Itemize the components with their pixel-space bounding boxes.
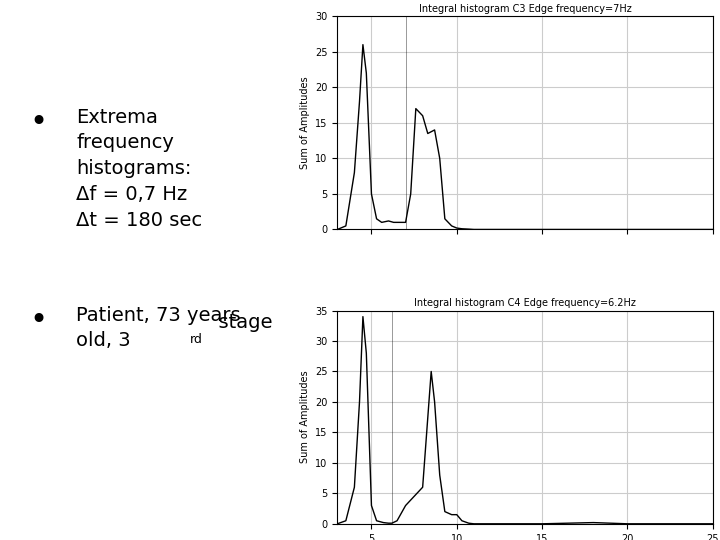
Y-axis label: Sum of Amplitudes: Sum of Amplitudes [300,371,310,463]
Title: Integral histogram C3 Edge frequency=7Hz: Integral histogram C3 Edge frequency=7Hz [419,4,631,14]
Y-axis label: Sum of Amplitudes: Sum of Amplitudes [300,77,310,169]
Text: Patient, 73 years
old, 3: Patient, 73 years old, 3 [76,306,240,350]
Text: stage: stage [206,313,272,332]
Text: rd: rd [190,333,203,346]
Text: •: • [29,107,48,137]
Text: Extrema
frequency
histograms:
Δf = 0,7 Hz
Δt = 180 sec: Extrema frequency histograms: Δf = 0,7 H… [76,107,202,230]
Title: Integral histogram C4 Edge frequency=6.2Hz: Integral histogram C4 Edge frequency=6.2… [414,299,636,308]
Text: •: • [29,306,48,335]
